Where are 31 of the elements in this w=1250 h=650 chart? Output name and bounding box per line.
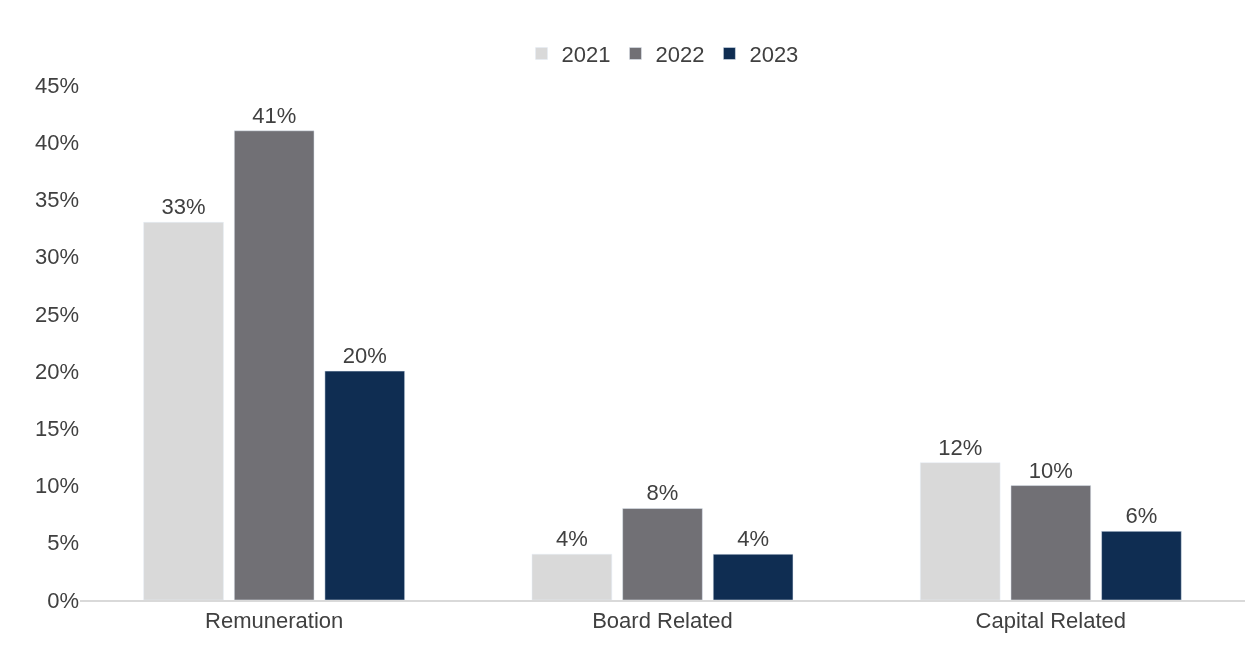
bar xyxy=(324,370,405,600)
y-tick-label: 40% xyxy=(34,129,79,155)
x-tick-label: Remuneration xyxy=(205,608,344,634)
y-tick-label: 5% xyxy=(47,530,79,556)
data-label: 10% xyxy=(1028,457,1073,483)
legend-label: 2022 xyxy=(655,42,705,68)
y-tick-label: 10% xyxy=(34,473,79,499)
x-tick-label: Board Related xyxy=(592,608,733,634)
bar xyxy=(622,508,703,600)
data-label: 6% xyxy=(1125,503,1158,529)
data-label: 41% xyxy=(252,102,297,128)
legend-label: 2023 xyxy=(749,42,799,68)
bar xyxy=(712,553,794,600)
y-tick-label: 35% xyxy=(34,187,79,213)
data-label: 4% xyxy=(737,526,770,552)
data-label: 8% xyxy=(646,480,679,506)
data-label: 33% xyxy=(161,194,206,220)
bar xyxy=(1010,485,1091,600)
bar xyxy=(1101,531,1182,600)
legend-label: 2021 xyxy=(561,42,611,68)
y-tick-label: 20% xyxy=(34,358,79,384)
y-tick-label: 45% xyxy=(34,72,79,98)
data-label: 4% xyxy=(555,526,588,552)
y-tick-label: 0% xyxy=(47,587,79,613)
y-tick-label: 15% xyxy=(34,416,79,442)
bar xyxy=(234,130,315,600)
data-label: 20% xyxy=(342,343,387,369)
y-tick-label: 25% xyxy=(34,301,79,327)
x-tick-label: Capital Related xyxy=(975,608,1127,634)
y-tick-label: 30% xyxy=(34,244,79,270)
data-label: 12% xyxy=(938,434,983,460)
